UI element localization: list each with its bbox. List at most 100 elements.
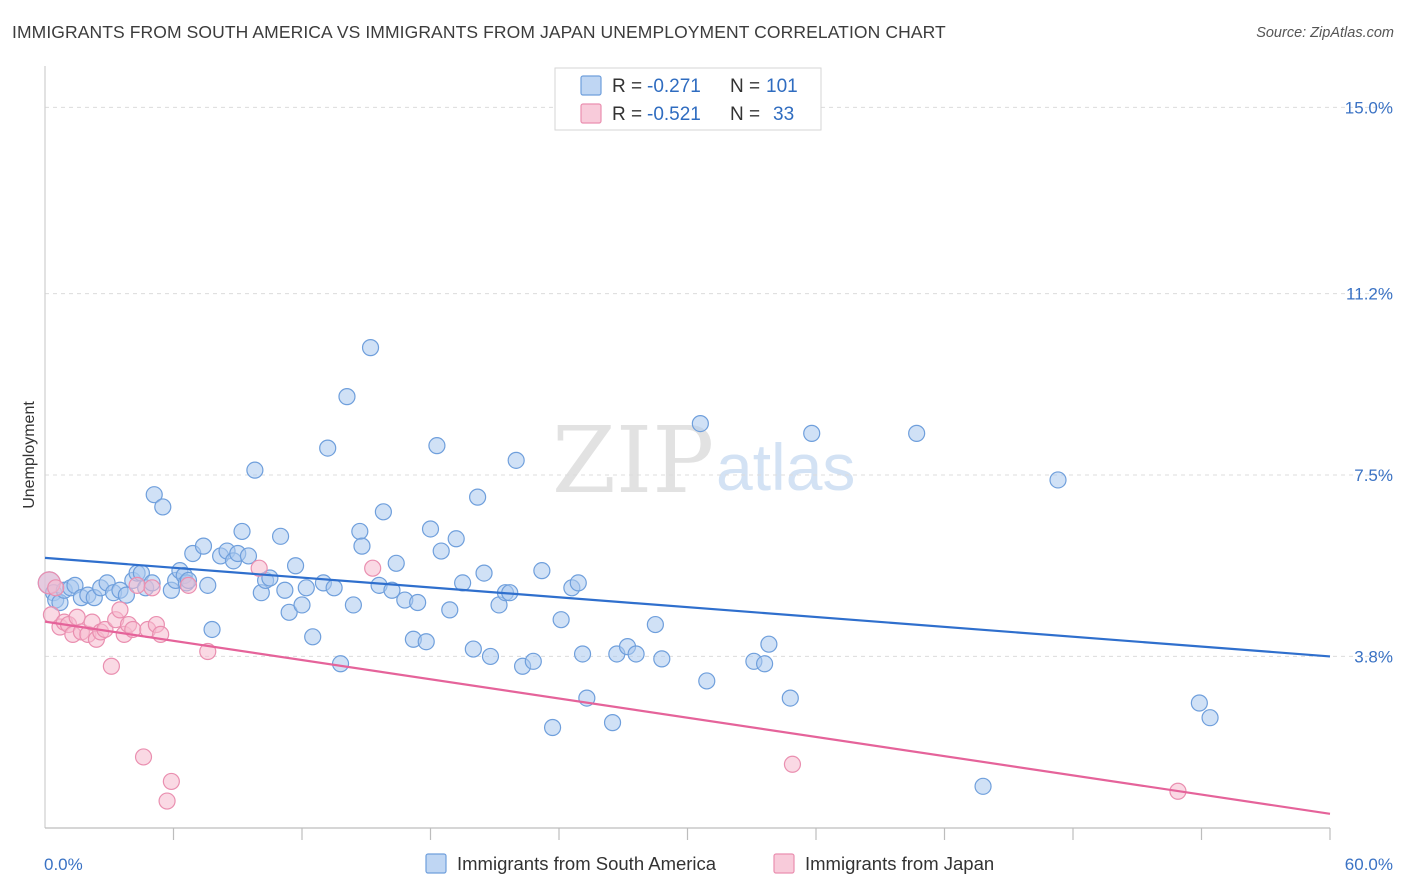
data-point-japan [783,755,802,773]
data-point-south-america [1201,709,1219,727]
data-point-south-america [383,581,401,599]
data-point-south-america [507,451,525,469]
bottom-legend-label-south-america: Immigrants from South America [457,853,717,874]
legend-r-value: -0.271 [647,76,701,97]
data-point-japan [143,579,161,597]
bottom-legend: Immigrants from South America Immigrants… [425,853,994,874]
series-south-america-points [37,339,1219,795]
data-point-japan [250,559,268,577]
data-point-south-america [1049,471,1067,489]
data-point-south-america [421,520,440,538]
trend-lines [44,556,1331,815]
data-point-south-america [691,414,709,433]
y-tick-label: 15.0% [1345,98,1393,117]
data-point-japan [111,601,129,619]
data-point-south-america [286,557,305,575]
data-point-japan [158,792,176,810]
data-point-south-america [344,596,362,614]
axes [44,66,1331,840]
data-point-south-america [755,655,774,673]
data-point-south-america [117,586,135,604]
x-axis-ticks: 0.0% 60.0% [44,855,1393,874]
data-point-south-america [409,593,427,612]
data-point-south-america [338,388,356,406]
data-point-south-america [428,437,446,455]
legend-n-value: 33 [773,104,794,125]
data-point-japan [47,579,65,597]
bottom-legend-label-japan: Immigrants from Japan [805,853,994,874]
watermark-zip: ZIP [552,407,714,514]
data-point-south-america [325,579,343,597]
y-tick-label: 11.2% [1346,285,1393,304]
data-point-south-america [481,647,500,666]
legend-r-label: R = [612,76,642,97]
data-point-south-america [543,718,562,737]
data-point-south-america [533,562,551,580]
data-point-south-america [331,655,350,673]
data-point-south-america [374,503,392,521]
data-point-south-america [361,339,380,357]
data-point-south-america [432,542,450,560]
data-point-south-america [239,547,258,565]
chart-source: Source: ZipAtlas.com [1256,25,1394,41]
data-point-south-america [908,424,926,442]
data-point-south-america [154,498,172,516]
data-point-south-america [803,424,821,442]
data-point-japan [134,748,153,766]
legend-swatch-japan [580,103,602,124]
data-point-south-america [760,635,778,653]
trend-line-japan [44,620,1331,815]
watermark: ZIP atlas [552,407,855,514]
data-point-south-america [464,640,482,658]
data-point-japan [162,772,180,791]
trend-line-south-america [44,556,1331,658]
data-point-south-america [469,488,487,506]
y-axis-ticks: 3.8% 7.5% 11.2% 15.0% [1345,98,1393,666]
data-point-south-america [1190,694,1208,712]
x-tick-label: 0.0% [44,855,83,874]
series-japan-points [37,559,1187,810]
data-point-south-america [319,439,337,457]
data-point-south-america [280,603,298,621]
legend-r-value: -0.521 [647,104,701,125]
data-point-south-america [199,576,217,594]
data-point-south-america [475,564,493,582]
data-point-south-america [276,581,294,599]
data-point-south-america [297,579,315,597]
watermark-atlas: atlas [716,430,855,504]
data-point-south-america [447,530,465,548]
data-point-japan [68,608,86,626]
data-point-south-america [524,652,542,670]
legend-n-label: N = [730,76,760,97]
legend: R = -0.271 N = 101 R = -0.521 N = 33 [554,67,822,131]
data-point-south-america [441,601,459,619]
data-point-japan [102,657,120,675]
data-point-south-america [603,714,622,732]
data-point-south-america [646,615,664,634]
data-point-south-america [246,461,264,479]
x-tick-label: 60.0% [1345,855,1393,874]
data-point-south-america [353,537,371,555]
data-point-south-america [293,596,311,614]
data-point-south-america [627,645,645,663]
legend-swatch-south-america [580,75,602,96]
y-tick-label: 7.5% [1354,466,1393,485]
y-tick-label: 3.8% [1354,647,1393,666]
data-point-south-america [569,574,587,592]
legend-n-label: N = [730,104,760,125]
y-axis-label: Unemployment [21,401,38,509]
data-point-south-america [203,620,221,639]
data-point-south-america [417,633,435,651]
data-point-south-america [194,537,213,555]
chart-title: IMMIGRANTS FROM SOUTH AMERICA VS IMMIGRA… [12,22,946,42]
bottom-legend-swatch-japan [773,853,795,874]
data-point-south-america [387,554,405,572]
data-point-south-america [573,645,592,663]
data-point-south-america [781,689,799,707]
data-point-south-america [698,672,716,690]
legend-n-value: 101 [766,76,798,97]
bottom-legend-swatch-south-america [425,853,447,874]
data-point-japan [128,576,146,594]
data-point-south-america [552,611,570,629]
